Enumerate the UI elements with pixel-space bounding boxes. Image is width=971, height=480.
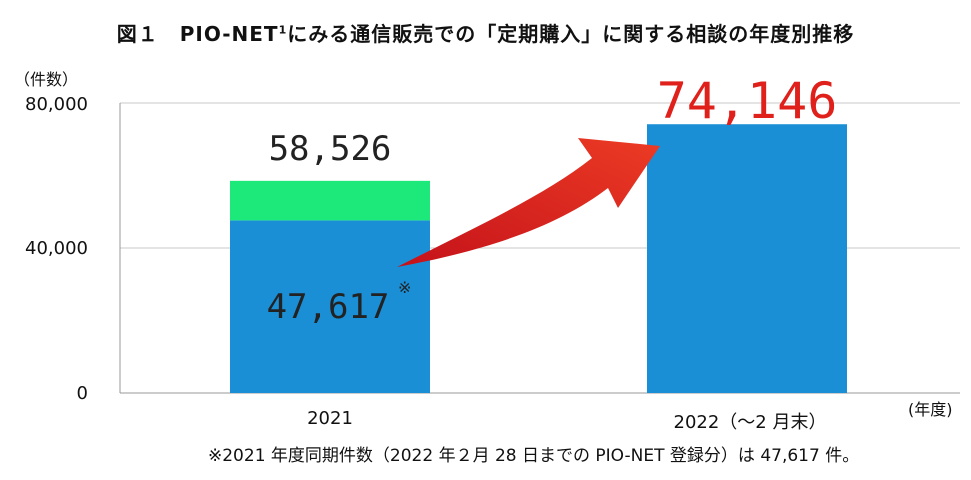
y-tick-label: 0	[76, 383, 88, 404]
bar-2022-segment-0	[647, 124, 847, 393]
title-superscript: 1	[278, 23, 288, 37]
data-label-2022-total: 74,146	[657, 72, 838, 130]
y-tick-label: 40,000	[25, 238, 88, 259]
x-tick-label-2021: 2021	[307, 408, 353, 429]
x-tick-label-2022: 2022（〜2 月末）	[673, 412, 827, 433]
data-label-2021-total: 58,526	[269, 129, 392, 169]
data-label-2021-partial: 47,617	[267, 287, 390, 327]
footnote: ※2021 年度同期件数（2022 年２月 28 日までの PIO-NET 登録…	[208, 446, 860, 466]
red-arrow-2021-to-2022	[397, 138, 660, 267]
x-axis-unit-label: (年度)	[908, 400, 953, 419]
y-tick-label: 80,000	[25, 94, 88, 115]
chart-title: 図１ PIO-NET1にみる通信販売での「定期購入」に関する相談の年度別推移	[116, 22, 855, 46]
y-axis-unit-label: （件数）	[14, 70, 79, 89]
bar-2021-segment-0	[230, 220, 430, 393]
data-label-2021-note-mark: ※	[398, 278, 411, 297]
bar-2021-segment-1	[230, 180, 430, 221]
